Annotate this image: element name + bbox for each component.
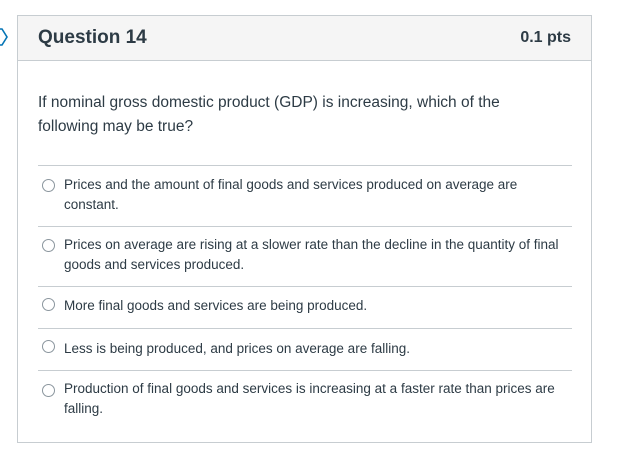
answer-label[interactable]: Less is being produced, and prices on av… bbox=[64, 341, 410, 356]
question-title: Question 14 bbox=[38, 27, 147, 48]
answer-label[interactable]: Prices and the amount of final goods and… bbox=[64, 177, 518, 212]
radio-button[interactable] bbox=[42, 340, 55, 353]
question-text: If nominal gross domestic product (GDP) … bbox=[38, 94, 500, 135]
radio-button[interactable] bbox=[42, 179, 55, 192]
question-header: Question 14 0.1 pts bbox=[18, 16, 591, 61]
answer-label[interactable]: Prices on average are rising at a slower… bbox=[64, 237, 559, 272]
flag-icon[interactable] bbox=[0, 28, 8, 46]
answer-option[interactable]: More final goods and services are being … bbox=[38, 287, 572, 329]
question-points: 0.1 pts bbox=[520, 29, 571, 46]
answer-option[interactable]: Prices and the amount of final goods and… bbox=[38, 166, 572, 227]
answer-label[interactable]: Production of final goods and services i… bbox=[64, 381, 555, 416]
answer-option[interactable]: Less is being produced, and prices on av… bbox=[38, 329, 572, 371]
question-card: Question 14 0.1 pts If nominal gross dom… bbox=[17, 15, 592, 443]
radio-button[interactable] bbox=[42, 384, 55, 397]
answer-option[interactable]: Prices on average are rising at a slower… bbox=[38, 227, 572, 287]
radio-button[interactable] bbox=[42, 239, 55, 252]
answer-option[interactable]: Production of final goods and services i… bbox=[38, 371, 572, 429]
answer-label[interactable]: More final goods and services are being … bbox=[64, 298, 368, 313]
radio-button[interactable] bbox=[42, 298, 55, 311]
answer-list: Prices and the amount of final goods and… bbox=[38, 165, 572, 429]
question-body: If nominal gross domestic product (GDP) … bbox=[18, 61, 591, 429]
